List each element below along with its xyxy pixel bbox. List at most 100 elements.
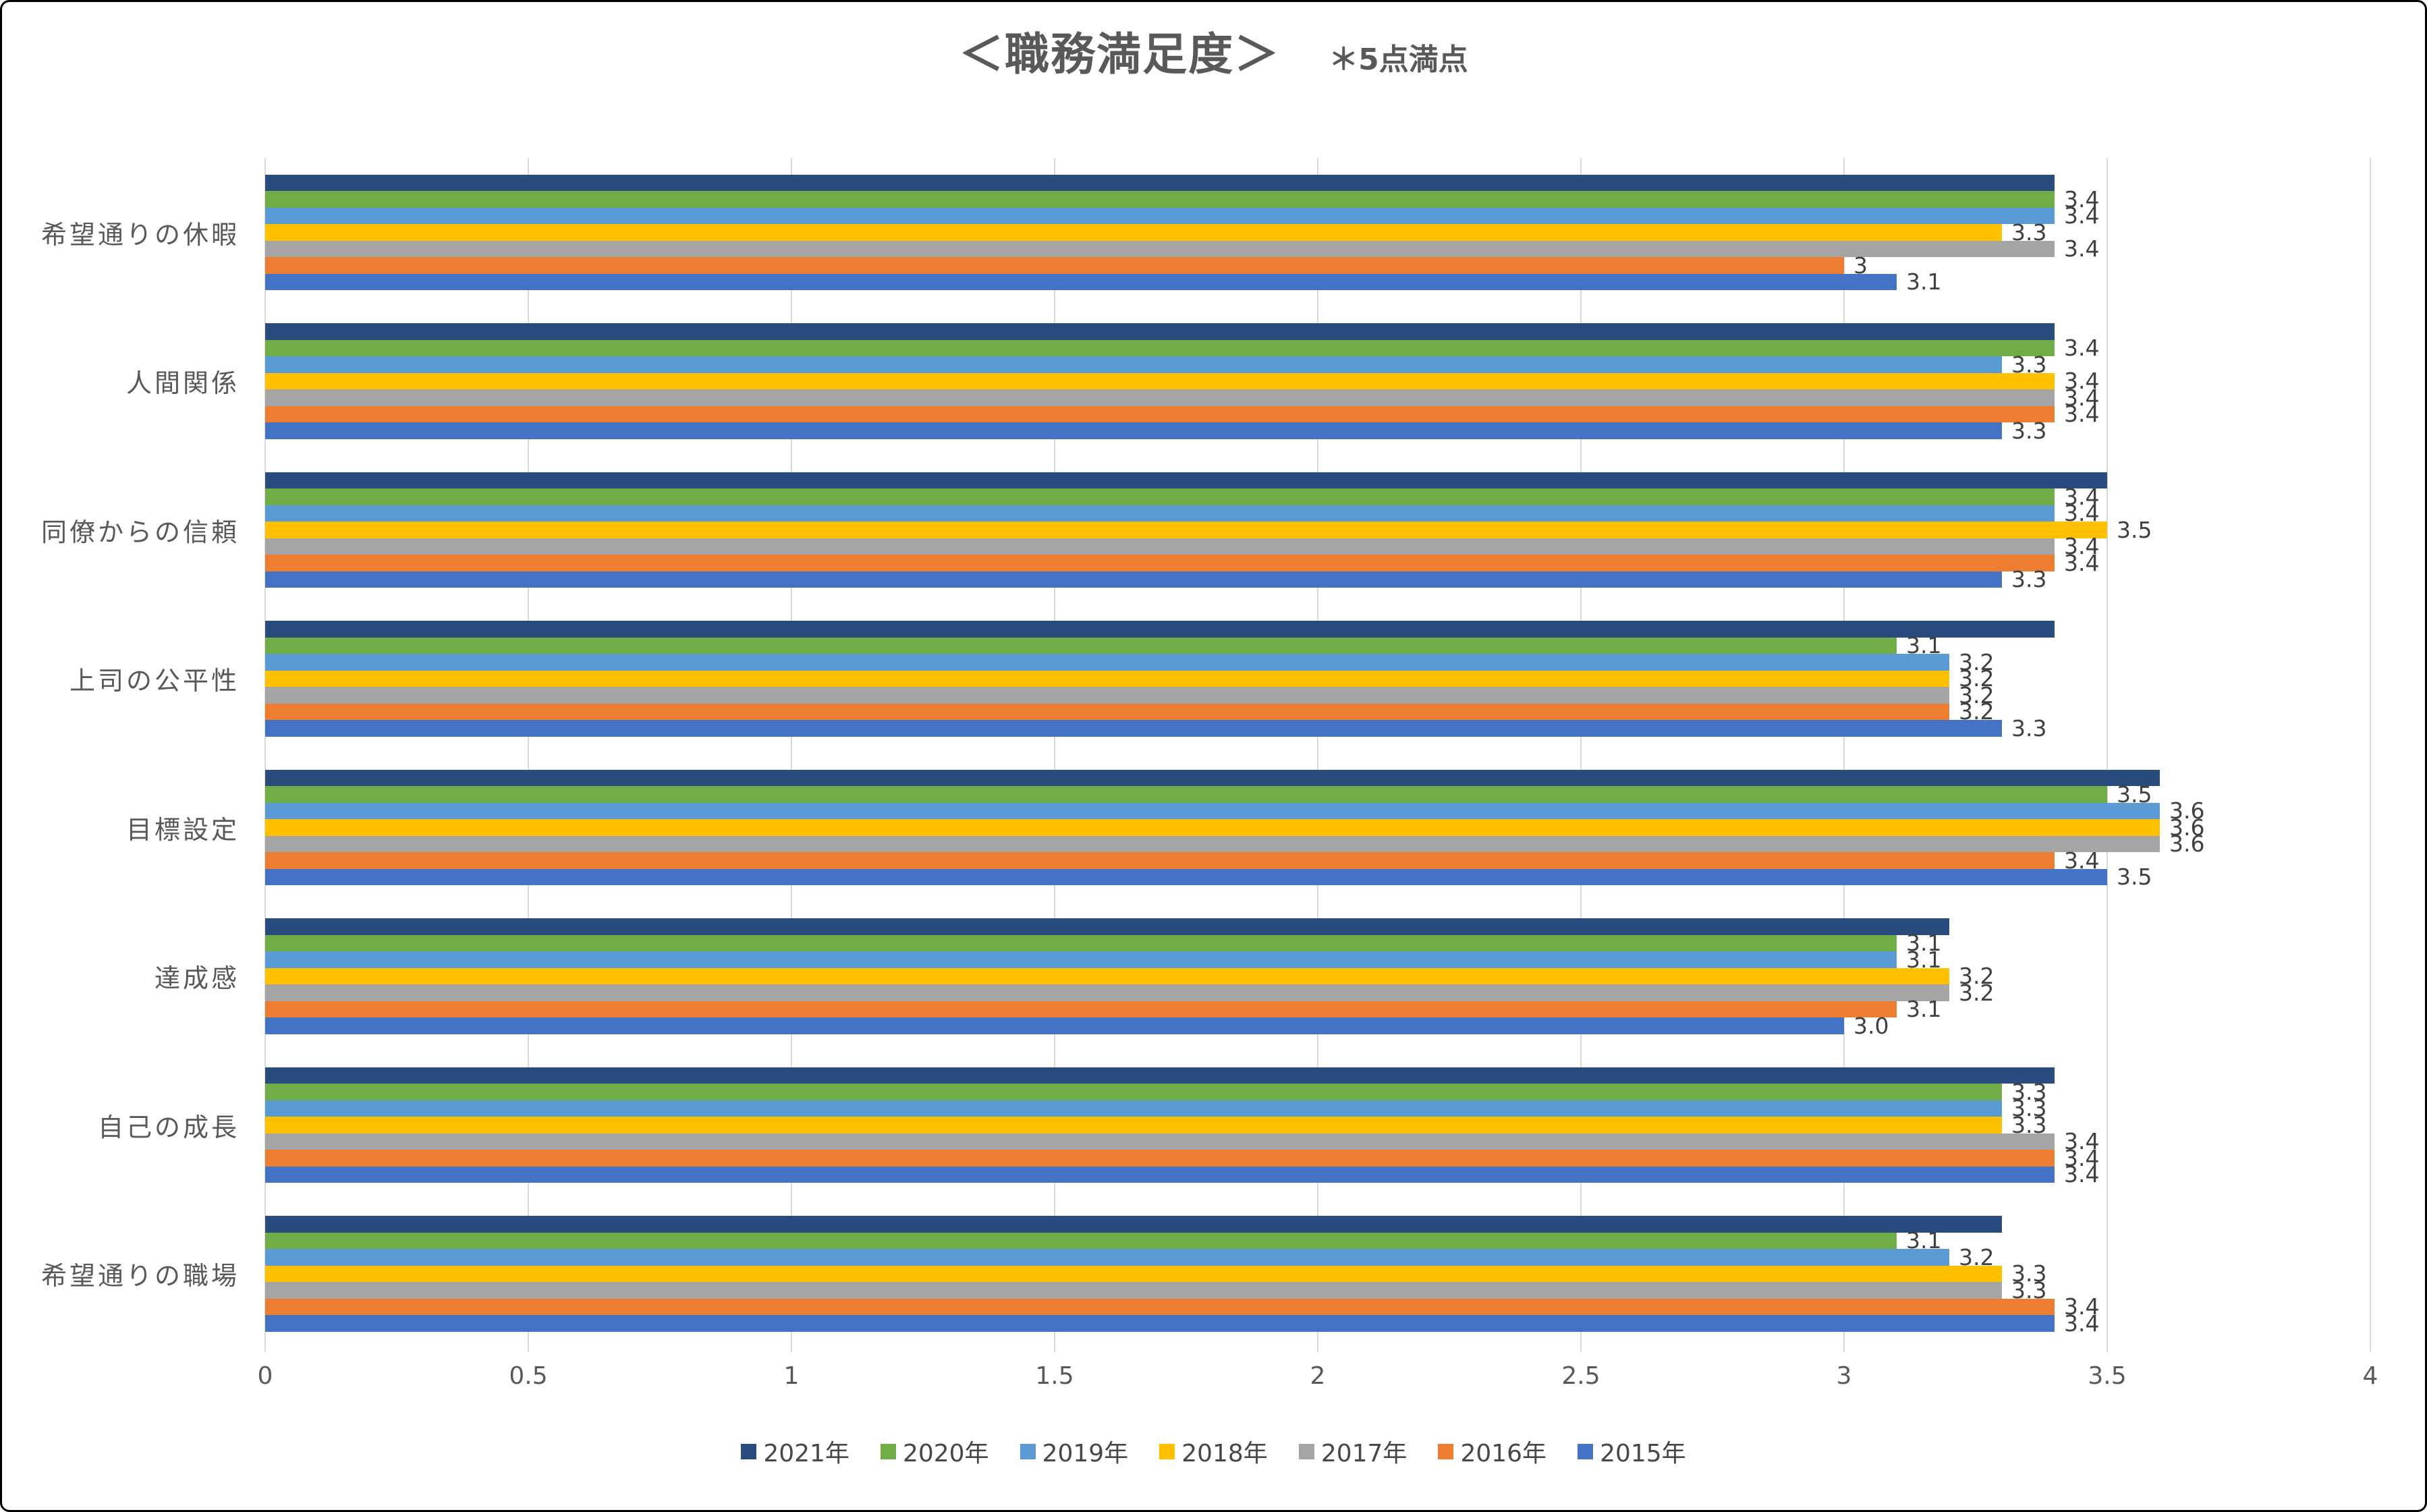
legend-label: 2016年 bbox=[1460, 1440, 1547, 1467]
bar bbox=[265, 488, 2055, 505]
legend-item: 2021年 bbox=[741, 1434, 849, 1469]
legend-label: 2017年 bbox=[1320, 1440, 1407, 1467]
gridline bbox=[1054, 158, 1055, 1352]
category-label: 達成感 bbox=[154, 963, 240, 994]
bar bbox=[265, 174, 2055, 191]
bar-value-label: 3.4 bbox=[2064, 1144, 2100, 1171]
category-label: 同僚からの信頼 bbox=[40, 517, 240, 547]
bar bbox=[265, 555, 2055, 571]
bar bbox=[265, 372, 2055, 389]
bar-value-label: 3.0 bbox=[1853, 1012, 1889, 1039]
bar-value-label: 3.4 bbox=[2064, 533, 2100, 560]
gridline bbox=[2370, 158, 2371, 1352]
bar bbox=[265, 191, 2055, 208]
bar bbox=[265, 654, 1949, 671]
legend-item: 2020年 bbox=[880, 1434, 989, 1469]
legend-item: 2016年 bbox=[1438, 1434, 1546, 1469]
bar-value-label: 3 bbox=[1853, 252, 1868, 279]
bar bbox=[265, 1067, 2055, 1084]
bar bbox=[265, 1001, 1897, 1017]
bar bbox=[265, 240, 2055, 257]
legend-label: 2015年 bbox=[1600, 1440, 1686, 1467]
legend-swatch bbox=[1578, 1443, 1594, 1459]
bar-value-label: 3.6 bbox=[2169, 797, 2205, 824]
category-label: 人間関係 bbox=[125, 368, 240, 399]
x-axis-tick-label: 3.5 bbox=[2088, 1362, 2127, 1390]
bar bbox=[265, 1315, 2055, 1332]
bar bbox=[265, 422, 2002, 439]
chart-subtitle: ＊5点満点 bbox=[1329, 43, 1468, 77]
bar bbox=[265, 819, 2160, 836]
bar bbox=[265, 389, 2055, 406]
chart-title: ＜職務満足度＞ bbox=[959, 28, 1281, 80]
bar-value-label: 3.4 bbox=[2064, 483, 2100, 510]
bar-value-label: 3.2 bbox=[1959, 963, 1994, 990]
bar bbox=[265, 522, 2107, 538]
bar-value-label: 3.2 bbox=[1959, 648, 1994, 675]
bar-value-label: 3.1 bbox=[1906, 930, 1942, 957]
bar-value-label: 3.1 bbox=[1906, 996, 1942, 1023]
legend-label: 2019年 bbox=[1042, 1440, 1129, 1467]
gridline bbox=[264, 158, 266, 1352]
bar bbox=[265, 670, 1949, 687]
bar bbox=[265, 720, 2002, 737]
bar-value-label: 3.3 bbox=[2011, 715, 2047, 741]
bar-value-label: 3.4 bbox=[2064, 401, 2100, 428]
bar-value-label: 3.1 bbox=[1906, 269, 1942, 296]
legend-item: 2017年 bbox=[1298, 1434, 1407, 1469]
bar bbox=[265, 1166, 2055, 1183]
bar bbox=[265, 356, 2002, 373]
legend-label: 2018年 bbox=[1181, 1440, 1268, 1467]
bar bbox=[265, 918, 1949, 935]
legend-swatch bbox=[1159, 1443, 1175, 1459]
bar-value-label: 3.4 bbox=[2064, 202, 2100, 229]
category-label: 希望通りの休暇 bbox=[40, 219, 240, 250]
bar bbox=[265, 968, 1949, 984]
bar-value-label: 3.4 bbox=[2064, 549, 2100, 576]
legend-swatch bbox=[741, 1443, 757, 1459]
legend-swatch bbox=[1438, 1443, 1454, 1459]
bar bbox=[265, 224, 2002, 241]
bar bbox=[265, 1265, 2002, 1282]
legend-item: 2015年 bbox=[1578, 1434, 1686, 1469]
legend-swatch bbox=[1020, 1443, 1036, 1459]
bar bbox=[265, 405, 2055, 422]
bar bbox=[265, 835, 2160, 852]
x-axis-tick-label: 1 bbox=[783, 1362, 800, 1390]
bar bbox=[265, 1150, 2055, 1167]
bar bbox=[265, 1117, 2002, 1133]
bar bbox=[265, 621, 2055, 638]
category-label: 自己の成長 bbox=[97, 1112, 240, 1142]
gridline bbox=[1843, 158, 1845, 1352]
bar bbox=[265, 703, 1949, 720]
bar bbox=[265, 339, 2055, 356]
bar bbox=[265, 1216, 2002, 1233]
gridline bbox=[1580, 158, 1582, 1352]
category-label: 目標設定 bbox=[125, 814, 240, 845]
x-axis-tick-label: 0 bbox=[257, 1362, 273, 1390]
bar-value-label: 3.5 bbox=[2117, 864, 2152, 891]
bar-value-label: 3.2 bbox=[1959, 979, 1994, 1006]
bar-value-label: 3.2 bbox=[1959, 665, 1994, 692]
gridline bbox=[1317, 158, 1318, 1352]
bar-value-label: 3.4 bbox=[2064, 335, 2100, 362]
bar bbox=[265, 868, 2107, 885]
bar-value-label: 3.4 bbox=[2064, 1310, 2100, 1337]
bar bbox=[265, 984, 1949, 1001]
bar bbox=[265, 273, 1897, 290]
bar bbox=[265, 472, 2107, 488]
bar-value-label: 3.4 bbox=[2064, 186, 2100, 213]
x-axis-tick-label: 2.5 bbox=[1561, 1362, 1600, 1390]
bar bbox=[265, 786, 2107, 803]
legend-swatch bbox=[880, 1443, 896, 1459]
category-label: 希望通りの職場 bbox=[40, 1261, 240, 1291]
bar bbox=[265, 1084, 2002, 1100]
bar bbox=[265, 323, 2055, 340]
legend: 2021年 2020年 2019年 2018年 2017年 2016年 2015年 bbox=[2, 1431, 2425, 1472]
x-axis-tick-label: 0.5 bbox=[509, 1362, 548, 1390]
gridline bbox=[2107, 158, 2108, 1352]
bar-value-label: 3.3 bbox=[2011, 1078, 2047, 1105]
legend-item: 2018年 bbox=[1159, 1434, 1268, 1469]
bar-value-label: 3.4 bbox=[2064, 1293, 2100, 1320]
bar bbox=[265, 934, 1897, 951]
